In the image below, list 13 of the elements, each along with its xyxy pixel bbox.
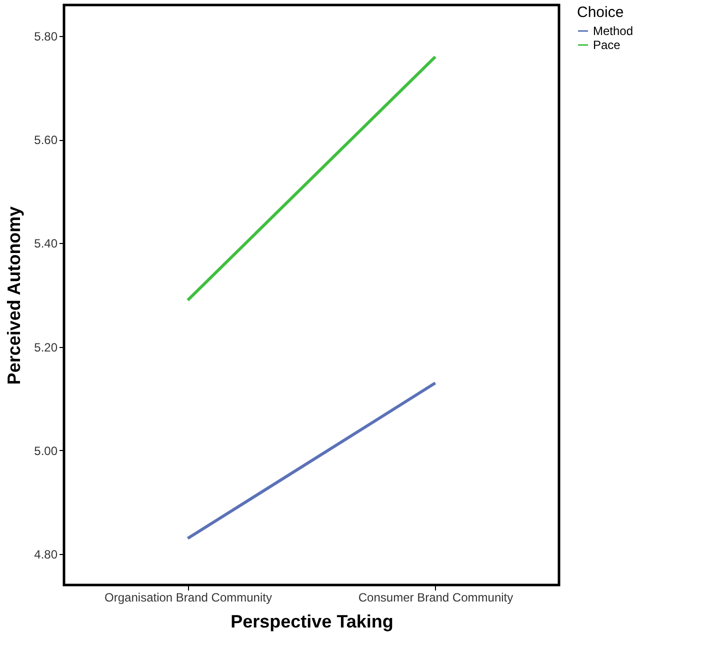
x-tick-label: Organisation Brand Community: [104, 590, 272, 604]
y-axis-title: Perceived Autonomy: [4, 206, 24, 385]
x-tick-label: Consumer Brand Community: [358, 590, 514, 604]
y-tick-label: 5.40: [34, 236, 58, 251]
y-tick-label: 4.80: [34, 547, 58, 562]
y-tick-label: 5.20: [34, 340, 58, 354]
y-tick-label: 5.80: [34, 30, 58, 44]
y-tick-label: 5.00: [34, 444, 58, 458]
legend-label: Method: [593, 24, 634, 38]
legend-label: Pace: [593, 38, 621, 52]
x-axis-title: Perspective Taking: [230, 612, 394, 632]
legend-title: Choice: [577, 4, 624, 21]
y-tick-label: 5.60: [34, 133, 58, 148]
